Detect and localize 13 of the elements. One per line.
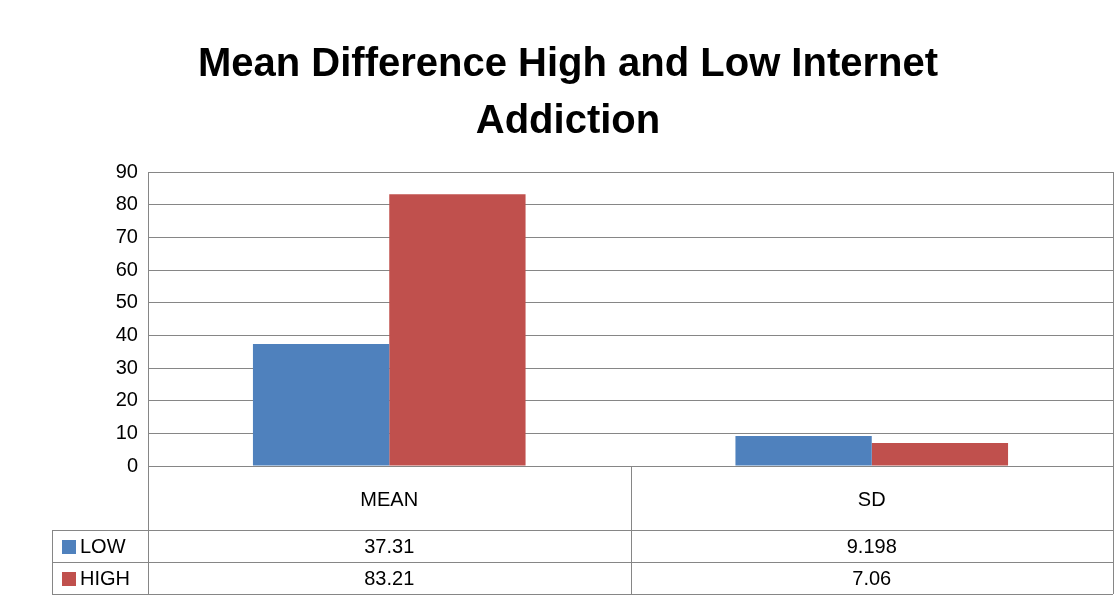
y-tick-label: 30 xyxy=(115,355,138,378)
y-tick-label: 70 xyxy=(115,224,138,247)
x-tick-label: MEAN xyxy=(360,487,419,510)
y-tick-label: 10 xyxy=(115,420,138,443)
y-tick-label: 50 xyxy=(115,290,138,313)
chart-title: Mean Difference High and Low Internet Addiction xyxy=(197,40,939,142)
y-tick-label: 40 xyxy=(115,322,138,345)
x-tick-label: SD xyxy=(857,487,886,510)
y-tick-label: 20 xyxy=(115,388,138,411)
y-tick-label: 0 xyxy=(126,453,138,476)
y-tick-label: 60 xyxy=(115,257,138,280)
y-tick-label: 90 xyxy=(115,159,138,182)
y-tick-label: 80 xyxy=(115,192,138,215)
